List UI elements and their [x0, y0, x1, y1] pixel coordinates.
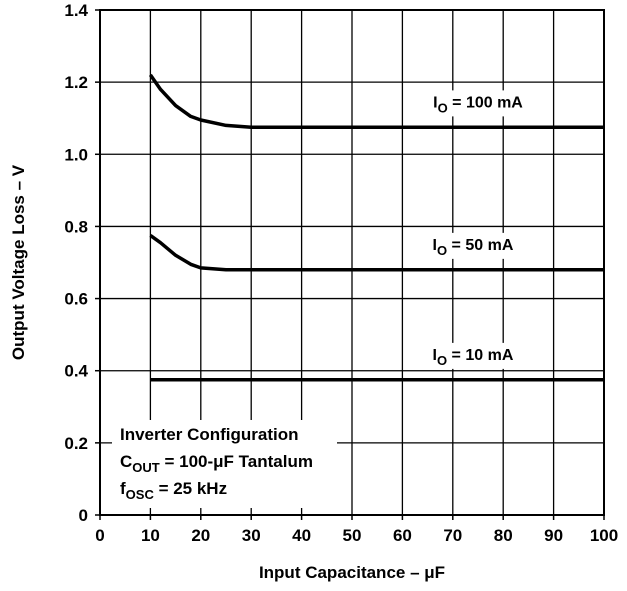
y-tick-label: 1.0: [64, 145, 88, 164]
note-main: Inverter Configuration: [120, 425, 299, 444]
note-line-2: fOSC = 25 kHz: [120, 479, 227, 502]
axis-ticks: 0 10 20 30 40 50 60 70 80 90 100 0 0.2 0.4 0.6 0.8 1.0 1.…: [64, 1, 618, 545]
x-tick-label: 70: [443, 526, 462, 545]
x-axis-title: Input Capacitance – μF: [259, 563, 445, 582]
series-line-0: [148, 73, 604, 129]
y-tick-label: 0.2: [64, 434, 88, 453]
series-label-background: [407, 232, 538, 259]
series-lines: [148, 73, 604, 382]
note-subscript: OSC: [126, 487, 155, 502]
series-label-symbol: I: [433, 237, 437, 254]
y-tick-label: 0.8: [64, 217, 88, 236]
note-subscript: OUT: [132, 460, 160, 475]
series-label-1: IO = 50 mA: [433, 237, 514, 258]
series-label-0: IO = 100 mA: [433, 94, 523, 115]
series-label-value: = 10 mA: [447, 347, 514, 364]
x-tick-label: 30: [242, 526, 261, 545]
y-tick-label: 1.2: [64, 73, 88, 92]
series-label-subscript: O: [437, 243, 447, 258]
x-tick-label: 50: [343, 526, 362, 545]
y-tick-label: 0.6: [64, 290, 88, 309]
note-value: = 25 kHz: [154, 479, 227, 498]
x-tick-label: 100: [590, 526, 618, 545]
x-tick-label: 80: [494, 526, 513, 545]
grid: [100, 10, 604, 515]
y-tick-label: 0.4: [64, 362, 88, 381]
series-label-background: [407, 342, 538, 369]
configuration-note: Inverter Configuration COUT = 100-μF Tant…: [112, 420, 337, 508]
note-line-1: COUT = 100-μF Tantalum: [120, 452, 313, 475]
y-axis-title: Output Voltage Loss – V: [9, 164, 28, 360]
note-line-0: Inverter Configuration: [120, 425, 299, 444]
note-background: [112, 420, 337, 508]
series-label-value: = 50 mA: [447, 237, 514, 254]
series-label-background: [413, 90, 543, 117]
note-main: f: [120, 479, 126, 498]
x-tick-label: 40: [292, 526, 311, 545]
x-tick-label: 90: [544, 526, 563, 545]
y-tick-label: 1.4: [64, 1, 88, 20]
series-label-value: = 100 mA: [448, 94, 524, 111]
x-tick-label: 20: [191, 526, 210, 545]
x-tick-label: 60: [393, 526, 412, 545]
series-line-1: [149, 234, 604, 272]
x-tick-label: 0: [95, 526, 104, 545]
note-main: C: [120, 452, 132, 471]
note-value: = 100-μF Tantalum: [160, 452, 313, 471]
series-label-symbol: I: [433, 94, 437, 111]
series-label-subscript: O: [438, 100, 448, 115]
x-tick-label: 10: [141, 526, 160, 545]
y-tick-label: 0: [79, 506, 88, 525]
series-label-subscript: O: [437, 353, 447, 368]
series-label-2: IO = 10 mA: [433, 347, 514, 368]
series-label-symbol: I: [433, 347, 437, 364]
